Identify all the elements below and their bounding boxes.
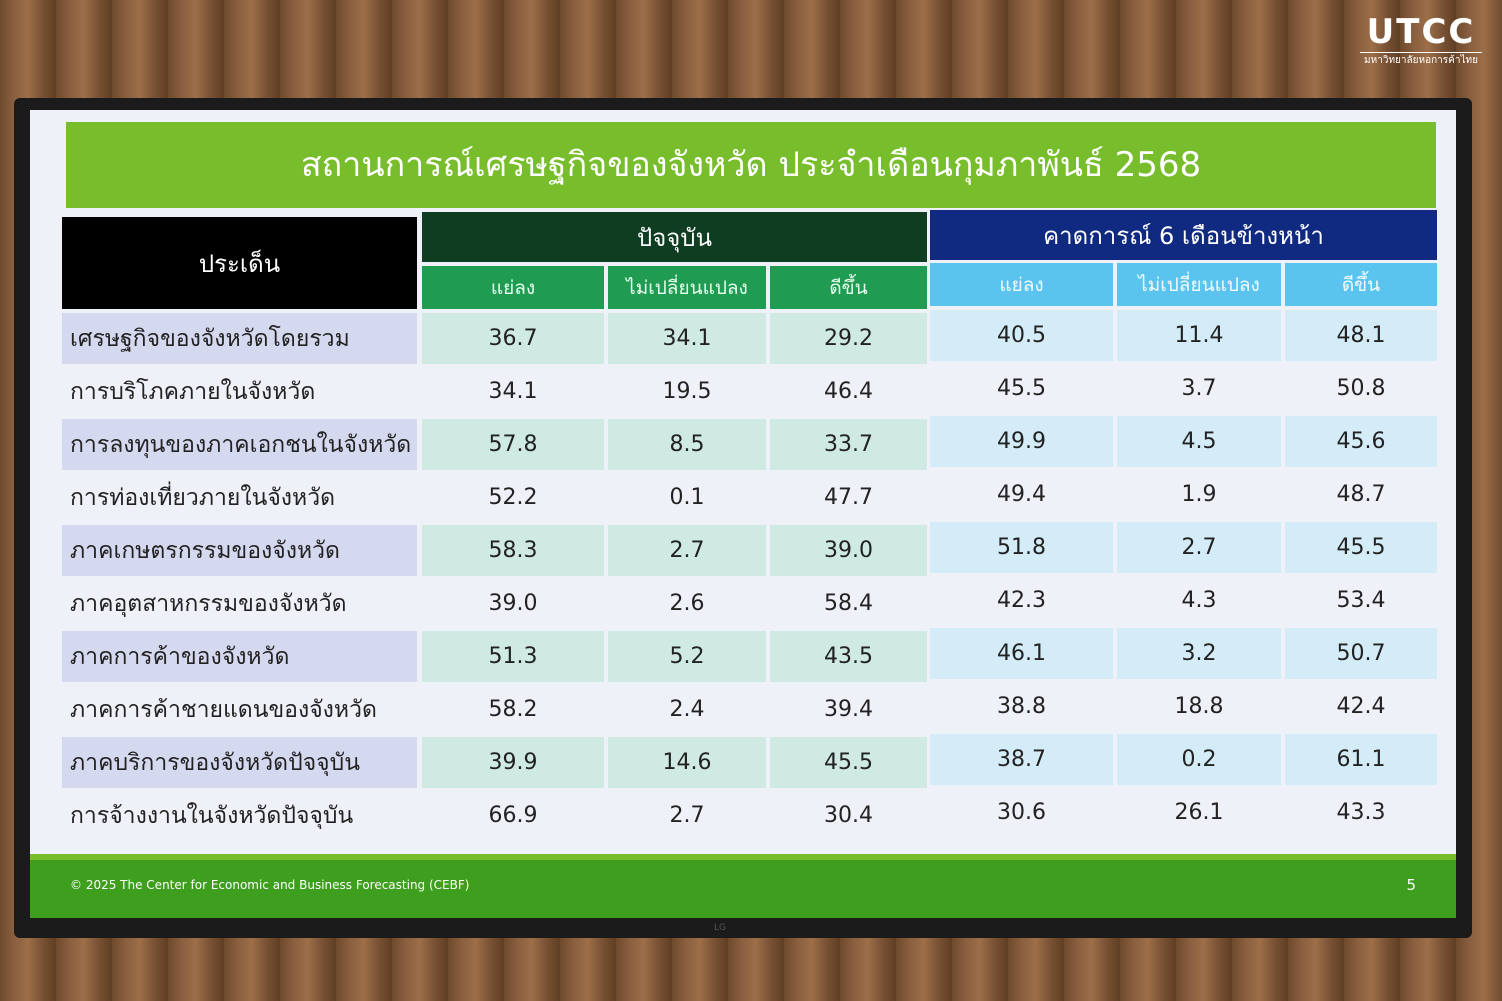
table-cell-current: 58.3 bbox=[422, 525, 604, 576]
table-cell-forecast: 3.7 bbox=[1181, 376, 1217, 401]
table-cell-current: 33.7 bbox=[770, 419, 927, 470]
table-cell-forecast: 18.8 bbox=[1174, 694, 1224, 719]
table-cell-forecast: 40.5 bbox=[930, 310, 1113, 361]
table-cell-forecast: 53.4 bbox=[1336, 588, 1386, 613]
row-label: การลงทุนของภาคเอกชนในจังหวัด bbox=[62, 419, 417, 470]
table-cell-current: 45.5 bbox=[770, 737, 927, 788]
table-cell-forecast: 11.4 bbox=[1117, 310, 1281, 361]
subheader-forecast-0: แย่ลง bbox=[930, 263, 1113, 306]
table-cell-current: 58.2 bbox=[488, 697, 538, 722]
table-cell-forecast: 45.5 bbox=[1285, 522, 1437, 573]
subheader-current-0: แย่ลง bbox=[422, 266, 604, 309]
presentation-slide: สถานการณ์เศรษฐกิจของจังหวัด ประจำเดือนกุ… bbox=[30, 110, 1456, 918]
row-label: ภาคบริการของจังหวัดปัจจุบัน bbox=[62, 737, 417, 788]
table-cell-current: 0.1 bbox=[669, 485, 705, 510]
table-cell-forecast: 38.7 bbox=[930, 734, 1113, 785]
row-label: ภาคการค้าของจังหวัด bbox=[62, 631, 417, 682]
table-cell-current: 2.7 bbox=[608, 525, 766, 576]
footer-copyright: © 2025 The Center for Economic and Busin… bbox=[70, 878, 470, 892]
table-cell-current: 58.4 bbox=[824, 591, 873, 616]
table-cell-current: 66.9 bbox=[488, 803, 538, 828]
subheader-current-1: ไม่เปลี่ยนแปลง bbox=[608, 266, 766, 309]
row-label: ภาคเกษตรกรรมของจังหวัด bbox=[62, 525, 417, 576]
table-cell-current: 8.5 bbox=[608, 419, 766, 470]
table-cell-current: 39.4 bbox=[824, 697, 873, 722]
table-cell-forecast: 46.1 bbox=[930, 628, 1113, 679]
subheader-current-2: ดีขึ้น bbox=[770, 266, 927, 309]
utcc-logo: UTCC มหาวิทยาลัยหอการค้าไทย bbox=[1360, 12, 1482, 67]
table-cell-forecast: 49.9 bbox=[930, 416, 1113, 467]
table-cell-forecast: 1.9 bbox=[1181, 482, 1217, 507]
row-label: การท่องเที่ยวภายในจังหวัด bbox=[70, 484, 336, 511]
table-cell-current: 2.7 bbox=[669, 803, 705, 828]
table-cell-current: 39.9 bbox=[422, 737, 604, 788]
row-label: เศรษฐกิจของจังหวัดโดยรวม bbox=[62, 313, 417, 364]
row-label: การบริโภคภายในจังหวัด bbox=[70, 378, 316, 405]
table-cell-current: 14.6 bbox=[608, 737, 766, 788]
slide-title: สถานการณ์เศรษฐกิจของจังหวัด ประจำเดือนกุ… bbox=[66, 122, 1436, 208]
table-cell-current: 46.4 bbox=[824, 379, 873, 404]
table-cell-current: 52.2 bbox=[488, 485, 538, 510]
table-cell-current: 57.8 bbox=[422, 419, 604, 470]
table-cell-forecast: 48.7 bbox=[1336, 482, 1386, 507]
table-cell-forecast: 50.7 bbox=[1285, 628, 1437, 679]
table-cell-forecast: 49.4 bbox=[997, 482, 1046, 507]
header-forecast: คาดการณ์ 6 เดือนข้างหน้า bbox=[930, 210, 1437, 260]
table-cell-current: 30.4 bbox=[824, 803, 873, 828]
logo-sub-text: มหาวิทยาลัยหอการค้าไทย bbox=[1360, 52, 1482, 67]
table-cell-current: 39.0 bbox=[488, 591, 538, 616]
row-label: การจ้างงานในจังหวัดปัจจุบัน bbox=[70, 802, 354, 829]
table-cell-current: 2.6 bbox=[669, 591, 705, 616]
table-cell-forecast: 45.6 bbox=[1285, 416, 1437, 467]
table-cell-current: 34.1 bbox=[488, 379, 538, 404]
subheader-forecast-2: ดีขึ้น bbox=[1285, 263, 1437, 306]
page-number: 5 bbox=[1406, 876, 1416, 894]
table-cell-current: 29.2 bbox=[770, 313, 927, 364]
logo-main-text: UTCC bbox=[1366, 12, 1476, 52]
table-cell-current: 19.5 bbox=[662, 379, 712, 404]
table-cell-forecast: 61.1 bbox=[1285, 734, 1437, 785]
table-cell-current: 34.1 bbox=[608, 313, 766, 364]
table-cell-forecast: 38.8 bbox=[997, 694, 1046, 719]
table-cell-forecast: 4.3 bbox=[1181, 588, 1217, 613]
table-cell-current: 51.3 bbox=[422, 631, 604, 682]
row-label: ภาคอุตสาหกรรมของจังหวัด bbox=[70, 590, 347, 617]
table-cell-forecast: 48.1 bbox=[1285, 310, 1437, 361]
table-cell-current: 36.7 bbox=[422, 313, 604, 364]
table-cell-forecast: 42.3 bbox=[997, 588, 1046, 613]
table-cell-forecast: 3.2 bbox=[1117, 628, 1281, 679]
table-cell-forecast: 2.7 bbox=[1117, 522, 1281, 573]
table-cell-forecast: 50.8 bbox=[1336, 376, 1386, 401]
table-cell-current: 47.7 bbox=[824, 485, 873, 510]
table-cell-forecast: 51.8 bbox=[930, 522, 1113, 573]
table-cell-forecast: 30.6 bbox=[997, 800, 1046, 825]
table-cell-forecast: 4.5 bbox=[1117, 416, 1281, 467]
tv-brand-logo: LG bbox=[714, 923, 726, 933]
header-issue: ประเด็น bbox=[62, 217, 417, 309]
table-cell-forecast: 26.1 bbox=[1174, 800, 1224, 825]
table-cell-current: 2.4 bbox=[669, 697, 705, 722]
header-current: ปัจจุบัน bbox=[422, 212, 927, 262]
table-cell-forecast: 42.4 bbox=[1336, 694, 1386, 719]
subheader-forecast-1: ไม่เปลี่ยนแปลง bbox=[1117, 263, 1281, 306]
table-cell-forecast: 45.5 bbox=[997, 376, 1046, 401]
table-cell-current: 39.0 bbox=[770, 525, 927, 576]
table-cell-current: 5.2 bbox=[608, 631, 766, 682]
table-cell-current: 43.5 bbox=[770, 631, 927, 682]
table-cell-forecast: 43.3 bbox=[1336, 800, 1386, 825]
slide-footer: © 2025 The Center for Economic and Busin… bbox=[30, 854, 1456, 918]
tv-monitor: สถานการณ์เศรษฐกิจของจังหวัด ประจำเดือนกุ… bbox=[14, 98, 1472, 938]
row-label: ภาคการค้าชายแดนของจังหวัด bbox=[70, 696, 377, 723]
table-cell-forecast: 0.2 bbox=[1117, 734, 1281, 785]
